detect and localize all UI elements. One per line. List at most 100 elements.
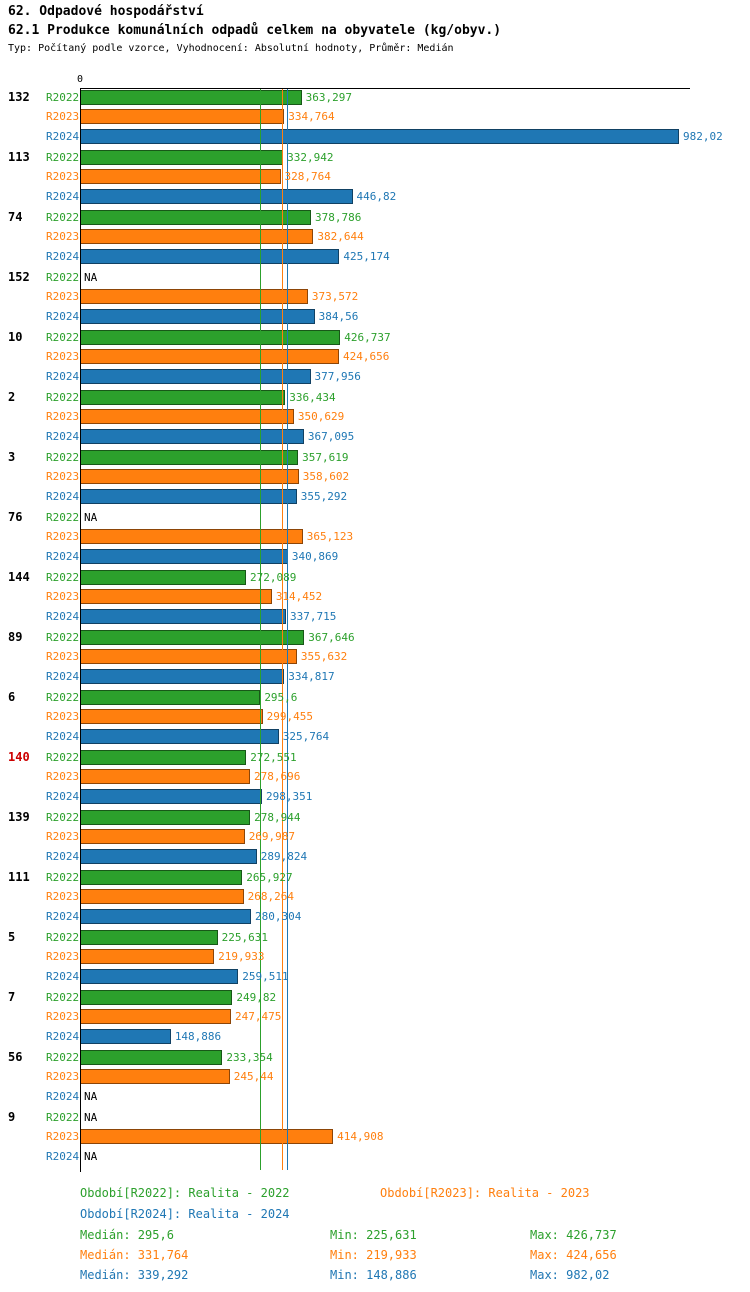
bar-value-label: 332,942 <box>287 151 334 164</box>
bar-r2024 <box>80 248 340 264</box>
bar-value-label: 269,987 <box>248 830 296 844</box>
bar-value-label: 336,434 <box>289 391 336 404</box>
median-line-r2024 <box>286 88 288 1170</box>
bar-r2023 <box>80 589 272 605</box>
series-label-r2024: R2024 <box>46 309 80 323</box>
chart-subtitle: 62.1 Produkce komunálních odpadů celkem … <box>8 23 502 38</box>
series-label-r2023: R2023 <box>46 1010 80 1024</box>
bar-value-label-na: NA <box>84 271 98 284</box>
bar-value-label-na: NA <box>84 1111 98 1124</box>
series-label-r2024: R2024 <box>46 1029 80 1043</box>
series-label-r2024: R2024 <box>46 369 80 383</box>
series-label-r2024: R2024 <box>46 489 80 503</box>
bar-r2024 <box>80 188 353 204</box>
series-label-r2024: R2024 <box>46 789 80 803</box>
bar-r2022 <box>80 1050 223 1065</box>
bar-value-label: 358,602 <box>302 470 350 484</box>
bar-value-label: 350,629 <box>297 410 345 424</box>
bar-value-label: 425,174 <box>343 249 390 263</box>
series-label-r2023: R2023 <box>46 950 80 964</box>
bar-value-label: 367,095 <box>307 429 355 443</box>
bar-r2024 <box>80 788 262 804</box>
series-label-r2023: R2023 <box>46 770 80 784</box>
bar-r2022 <box>80 150 284 165</box>
row-label: 7 <box>8 990 16 1004</box>
row-label: 139 <box>8 810 30 824</box>
bar-value-label: 295,6 <box>264 691 298 704</box>
series-label-r2022: R2022 <box>46 1111 80 1124</box>
bar-r2023 <box>80 469 299 485</box>
bar-value-label: 424,656 <box>343 350 390 364</box>
series-label-r2022: R2022 <box>46 331 80 344</box>
series-label-r2024: R2024 <box>46 189 80 203</box>
bar-value-label: 446,82 <box>356 189 397 203</box>
bar-r2022 <box>80 390 286 405</box>
row-label: 74 <box>8 210 23 224</box>
bar-r2022 <box>80 810 251 825</box>
series-label-r2023: R2023 <box>46 110 80 124</box>
bar-value-label: 334,817 <box>288 669 335 683</box>
bar-value-label: 378,786 <box>315 211 362 224</box>
bar-r2023 <box>80 349 340 365</box>
series-label-r2024: R2024 <box>46 129 80 143</box>
series-label-r2022: R2022 <box>46 691 80 704</box>
series-label-r2023: R2023 <box>46 170 80 184</box>
row-label: 140 <box>8 750 30 764</box>
bar-r2024 <box>80 848 257 864</box>
series-label-r2023: R2023 <box>46 350 80 364</box>
bar-value-label: 225,631 <box>221 931 268 944</box>
series-label-r2023: R2023 <box>46 470 80 484</box>
bar-value-label: 373,572 <box>311 290 359 304</box>
bar-value-label: 247,475 <box>234 1010 282 1024</box>
bar-r2024 <box>80 608 286 624</box>
series-label-r2022: R2022 <box>46 451 80 464</box>
bar-r2023 <box>80 1069 230 1085</box>
series-label-r2024: R2024 <box>46 429 80 443</box>
series-label-r2023: R2023 <box>46 530 80 544</box>
bar-value-label: 334,764 <box>288 110 335 124</box>
series-label-r2023: R2023 <box>46 1130 80 1144</box>
bar-r2024 <box>80 728 279 744</box>
chart-meta: Typ: Počítaný podle vzorce, Vyhodnocení:… <box>8 43 454 54</box>
bar-value-label: 426,737 <box>344 331 391 344</box>
bar-value-label: 219,933 <box>218 950 265 964</box>
bar-r2024 <box>80 1028 171 1044</box>
bar-value-label: 365,123 <box>306 530 354 544</box>
row-label: 144 <box>8 570 30 584</box>
row-label: 3 <box>8 450 16 464</box>
y-axis-line <box>80 88 81 1172</box>
bar-r2022 <box>80 630 305 645</box>
bar-value-label: 272,089 <box>249 571 297 584</box>
bar-r2023 <box>80 1009 231 1025</box>
median-line-r2022 <box>260 88 262 1170</box>
series-label-r2023: R2023 <box>46 890 80 904</box>
row-label: 2 <box>8 390 16 404</box>
bar-value-label: 355,632 <box>300 650 348 664</box>
stat-max-r2023: Max: 424,656 <box>530 1248 617 1262</box>
bar-value-label: 148,886 <box>174 1029 222 1043</box>
stat-min-r2024: Min: 148,886 <box>330 1268 417 1282</box>
bar-r2024 <box>80 668 285 684</box>
series-label-r2024: R2024 <box>46 549 80 563</box>
series-label-r2023: R2023 <box>46 410 80 424</box>
bar-value-label: 337,715 <box>290 609 337 623</box>
bar-r2022 <box>80 690 261 705</box>
bar-r2023 <box>80 529 303 545</box>
row-label: 56 <box>8 1050 23 1064</box>
bar-r2023 <box>80 169 281 185</box>
row-label: 113 <box>8 150 30 164</box>
bar-value-label-na: NA <box>84 1089 98 1103</box>
bar-r2024 <box>80 128 680 144</box>
bar-value-label: 299,455 <box>266 710 314 724</box>
bar-r2022 <box>80 990 233 1005</box>
legend-item-r2022: Období[R2022]: Realita - 2022 <box>80 1186 290 1200</box>
bar-value-label: 280,304 <box>254 909 302 923</box>
bar-value-label: 382,644 <box>317 230 364 244</box>
series-label-r2023: R2023 <box>46 830 80 844</box>
series-label-r2022: R2022 <box>46 631 80 644</box>
bar-r2022 <box>80 450 299 465</box>
bar-r2023 <box>80 949 215 965</box>
bar-r2023 <box>80 829 245 845</box>
bar-value-label: 363,297 <box>305 91 352 104</box>
